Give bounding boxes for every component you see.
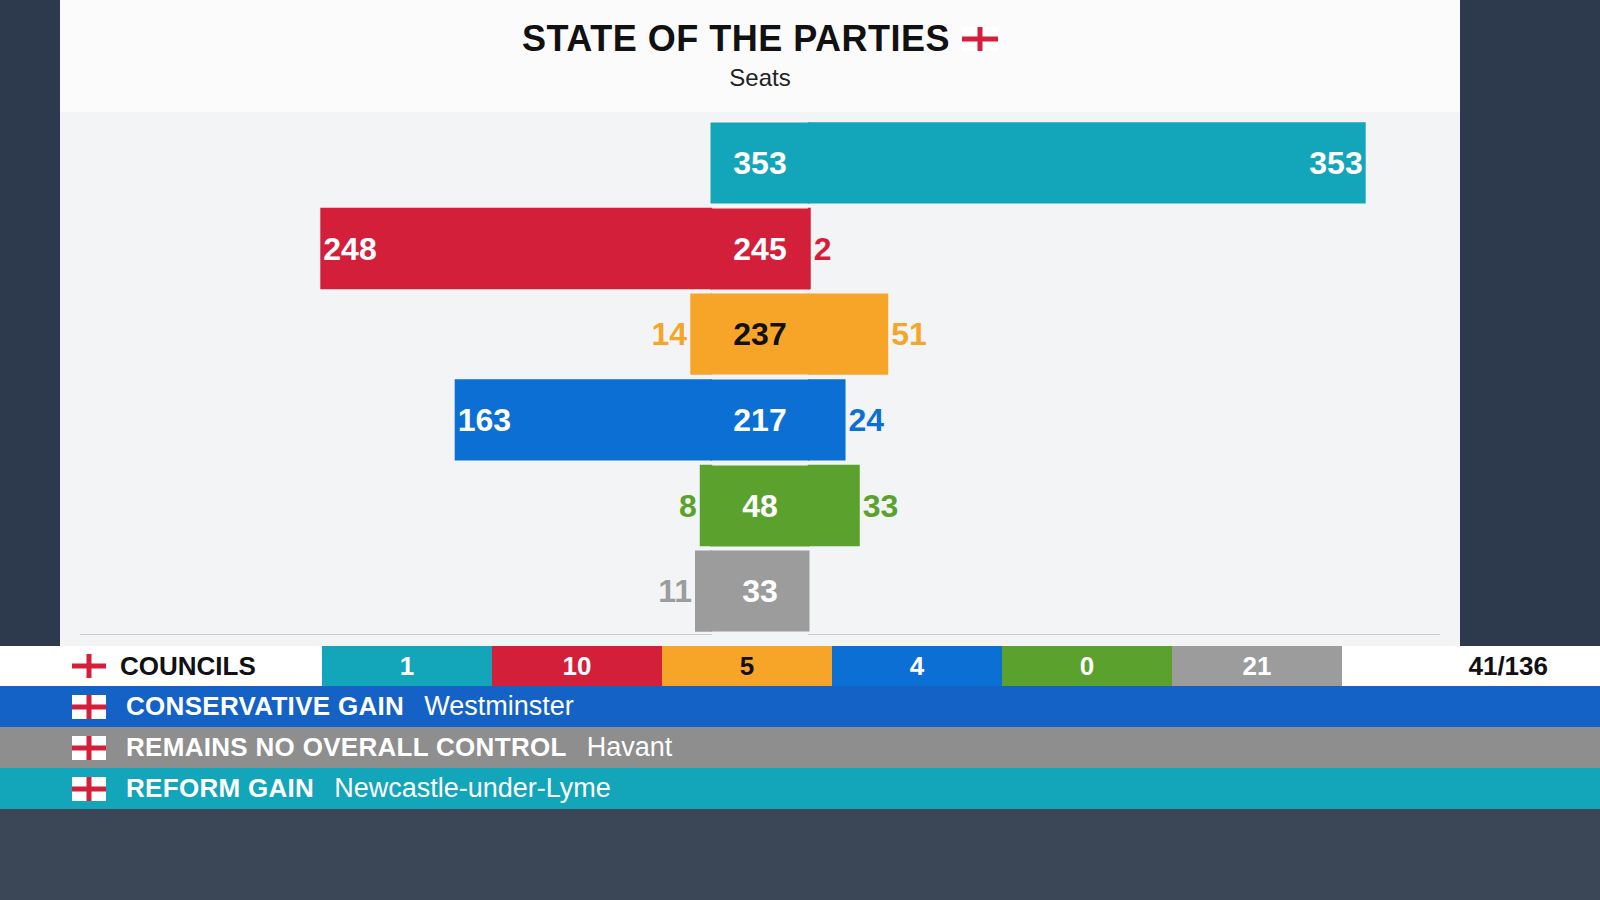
svg-text:163: 163 [458, 402, 511, 438]
svg-text:24: 24 [849, 402, 885, 438]
html-text:Seats: Seats [729, 64, 791, 91]
html-text:0: 0 [1079, 650, 1095, 681]
svg-text:51: 51 [891, 316, 927, 352]
html-text:REMAINS NO OVERALL CONTROL: REMAINS NO OVERALL CONTROL [126, 732, 567, 762]
svg-text:48: 48 [742, 488, 778, 524]
html-text:STATE OF THE PARTIES: STATE OF THE PARTIES [522, 18, 950, 59]
svg-text:248: 248 [323, 231, 376, 267]
svg-text:237: 237 [733, 316, 786, 352]
svg-text:14: 14 [651, 316, 687, 352]
svg-text:8: 8 [679, 488, 697, 524]
svg-text:33: 33 [863, 488, 899, 524]
html-text:REFORM GAIN: REFORM GAIN [126, 773, 315, 803]
svg-text:245: 245 [733, 231, 786, 267]
svg-text:11: 11 [658, 573, 692, 609]
html-text:Havant: Havant [586, 732, 673, 762]
html-text:21: 21 [1242, 650, 1272, 681]
svg-text:217: 217 [733, 402, 786, 438]
html-text:4: 4 [909, 650, 925, 681]
svg-text:353: 353 [733, 145, 786, 181]
html-text:Newcastle-under-Lyme: Newcastle-under-Lyme [334, 773, 611, 803]
svg-text:33: 33 [742, 573, 778, 609]
html-text:10: 10 [562, 650, 592, 681]
svg-text:353: 353 [1309, 145, 1362, 181]
svg-text:2: 2 [814, 231, 832, 267]
html-text:1: 1 [399, 650, 415, 681]
html-text:Westminster: Westminster [424, 691, 574, 721]
html-text:CONSERVATIVE GAIN: CONSERVATIVE GAIN [126, 691, 405, 721]
html-text:COUNCILS: COUNCILS [120, 650, 256, 681]
html-text:5: 5 [739, 650, 755, 681]
html-text:41/136: 41/136 [1468, 650, 1548, 681]
